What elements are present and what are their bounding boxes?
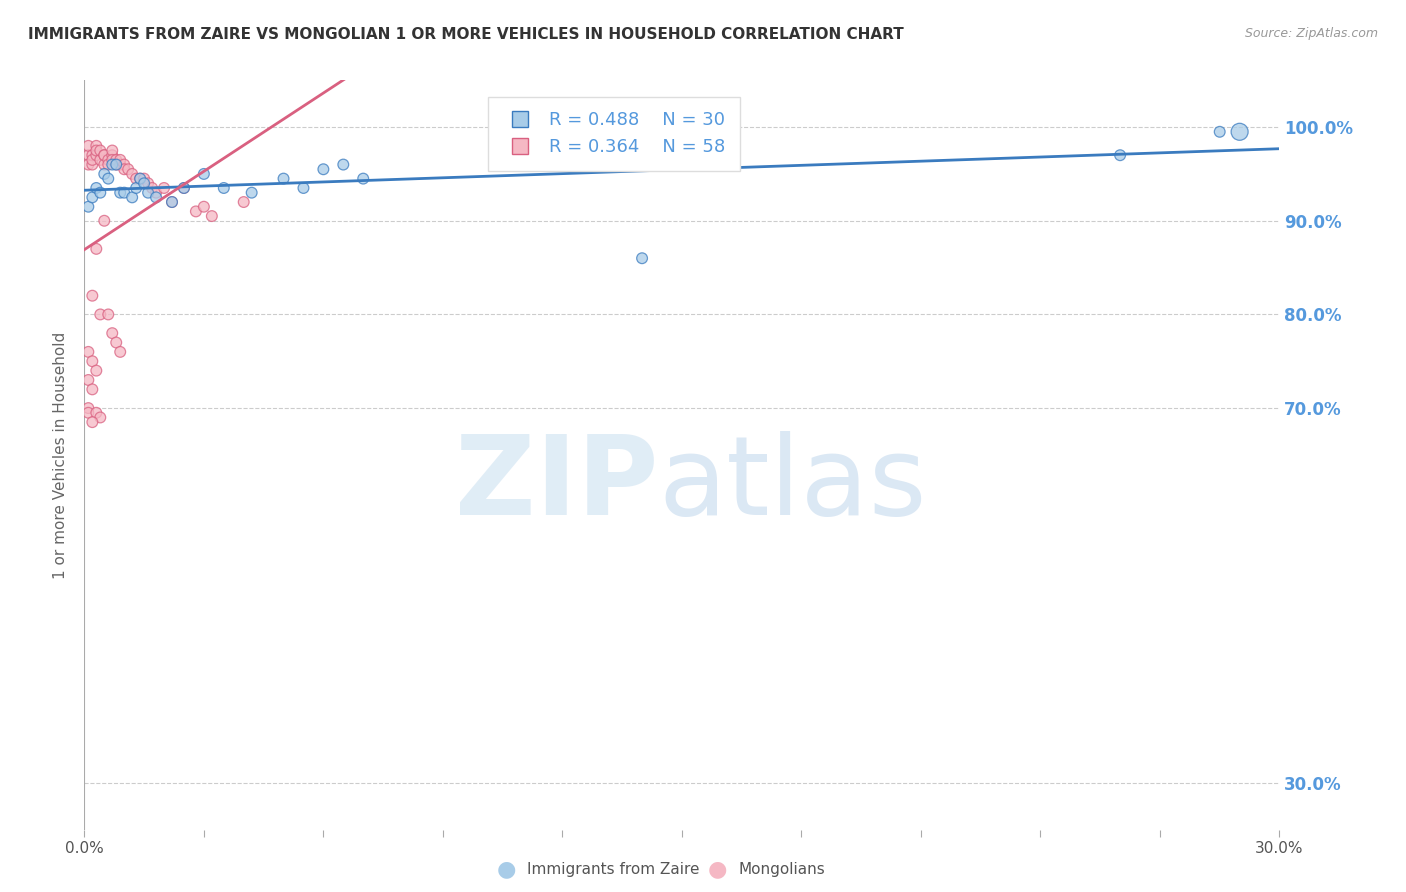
Point: [129, 171, 152, 186]
Point: [160, 195, 183, 210]
Point: [93, 148, 115, 162]
Point: [77, 373, 100, 387]
Point: [332, 158, 354, 172]
Point: [82, 153, 104, 167]
Point: [101, 158, 124, 172]
Point: [232, 195, 254, 210]
Point: [89, 410, 111, 425]
Point: [1109, 148, 1132, 162]
Point: [97, 158, 120, 172]
Point: [101, 144, 124, 158]
Point: [312, 162, 335, 177]
Point: [86, 181, 108, 195]
Point: [112, 162, 135, 177]
Point: [184, 204, 207, 219]
Point: [101, 326, 124, 341]
Point: [110, 153, 132, 167]
Point: [1229, 125, 1251, 139]
Point: [86, 406, 108, 420]
Point: [97, 171, 120, 186]
Point: [82, 354, 104, 368]
Text: atlas: atlas: [658, 432, 927, 539]
Point: [77, 158, 100, 172]
Point: [89, 153, 111, 167]
Point: [125, 181, 148, 195]
Text: ●: ●: [496, 860, 516, 880]
Point: [110, 344, 132, 359]
Point: [273, 171, 295, 186]
Point: [193, 167, 215, 181]
Text: ●: ●: [707, 860, 727, 880]
Point: [160, 195, 183, 210]
Point: [141, 181, 163, 195]
Point: [77, 406, 100, 420]
Point: [125, 171, 148, 186]
Point: [77, 344, 100, 359]
Point: [121, 190, 143, 204]
Point: [82, 190, 104, 204]
Point: [82, 158, 104, 172]
Point: [97, 307, 120, 321]
Point: [105, 158, 128, 172]
Point: [82, 382, 104, 396]
Point: [132, 171, 156, 186]
Point: [101, 148, 124, 162]
Point: [145, 186, 167, 200]
Point: [93, 158, 115, 172]
Point: [129, 171, 152, 186]
Point: [89, 307, 111, 321]
Point: [112, 186, 135, 200]
Point: [77, 148, 100, 162]
Point: [101, 153, 124, 167]
Point: [112, 158, 135, 172]
Point: [212, 181, 235, 195]
Point: [132, 177, 156, 191]
Point: [201, 209, 224, 223]
Point: [136, 177, 159, 191]
Point: [82, 148, 104, 162]
Point: [105, 335, 128, 350]
Point: [240, 186, 263, 200]
Point: [77, 401, 100, 416]
Legend: R = 0.488    N = 30, R = 0.364    N = 58: R = 0.488 N = 30, R = 0.364 N = 58: [488, 97, 740, 170]
Point: [173, 181, 195, 195]
Point: [173, 181, 195, 195]
Text: Source: ZipAtlas.com: Source: ZipAtlas.com: [1244, 27, 1378, 40]
Point: [631, 252, 654, 266]
Text: Immigrants from Zaire: Immigrants from Zaire: [527, 863, 700, 877]
Point: [86, 364, 108, 378]
Point: [82, 289, 104, 303]
Point: [93, 148, 115, 162]
Point: [145, 190, 167, 204]
Point: [86, 242, 108, 256]
Point: [136, 186, 159, 200]
Point: [86, 138, 108, 153]
Point: [110, 158, 132, 172]
Point: [352, 171, 374, 186]
Point: [105, 158, 128, 172]
Point: [82, 415, 104, 429]
Point: [193, 200, 215, 214]
Point: [153, 181, 176, 195]
Text: IMMIGRANTS FROM ZAIRE VS MONGOLIAN 1 OR MORE VEHICLES IN HOUSEHOLD CORRELATION C: IMMIGRANTS FROM ZAIRE VS MONGOLIAN 1 OR …: [28, 27, 904, 42]
Point: [97, 153, 120, 167]
Point: [93, 167, 115, 181]
Point: [77, 200, 100, 214]
Point: [86, 148, 108, 162]
Point: [121, 167, 143, 181]
Y-axis label: 1 or more Vehicles in Household: 1 or more Vehicles in Household: [53, 331, 69, 579]
Text: Mongolians: Mongolians: [738, 863, 825, 877]
Point: [292, 181, 315, 195]
Point: [117, 162, 139, 177]
Point: [77, 138, 100, 153]
Point: [89, 186, 111, 200]
Point: [89, 144, 111, 158]
Point: [93, 213, 115, 227]
Text: ZIP: ZIP: [454, 432, 658, 539]
Point: [110, 186, 132, 200]
Point: [86, 144, 108, 158]
Point: [1209, 125, 1232, 139]
Point: [105, 153, 128, 167]
